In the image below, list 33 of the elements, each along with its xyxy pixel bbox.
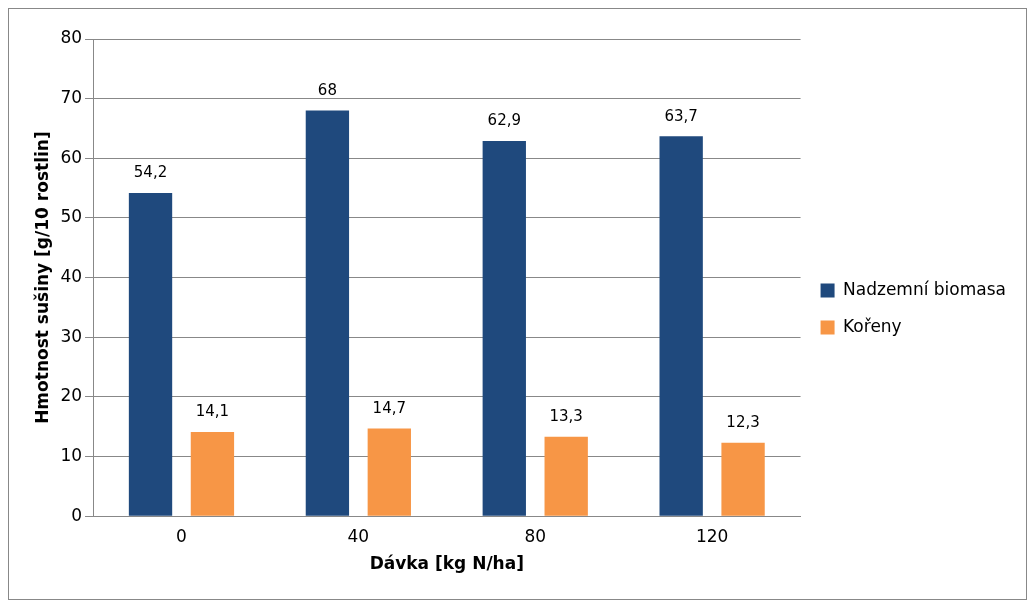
bar (659, 136, 703, 516)
y-tick-label: 40 (60, 266, 83, 287)
bar (128, 192, 173, 516)
x-tick-label: 120 (695, 525, 729, 546)
y-tick-label: 10 (60, 444, 83, 465)
y-axis-title: Hmotnost sušiny [g/10 rostlin] (31, 131, 52, 424)
y-tick-label: 30 (60, 325, 83, 346)
data-label: 12,3 (726, 413, 760, 432)
y-tick-label: 80 (60, 27, 83, 48)
bar (367, 428, 411, 516)
data-label: 14,7 (372, 398, 407, 417)
data-label: 54,2 (133, 163, 168, 182)
data-label: 62,9 (487, 111, 521, 130)
legend-label: Nadzemní biomasa (843, 278, 1006, 299)
bar (190, 432, 235, 516)
x-tick-label: 80 (524, 525, 547, 546)
data-label: 14,1 (195, 402, 230, 421)
data-label: 13,3 (549, 407, 583, 426)
x-axis-title: Dávka [kg N/ha] (369, 553, 524, 574)
bar (482, 141, 526, 516)
y-tick-label: 0 (71, 504, 83, 525)
y-tick-label: 70 (60, 87, 83, 108)
y-tick-label: 60 (60, 146, 83, 167)
bar (721, 442, 765, 516)
y-tick-label: 50 (60, 206, 83, 227)
legend-label: Kořeny (843, 315, 902, 336)
bar (544, 436, 588, 516)
x-tick-label: 0 (176, 525, 187, 546)
x-tick-label: 40 (347, 525, 370, 546)
y-tick-label: 20 (60, 385, 83, 406)
bar (305, 110, 350, 516)
data-label: 68 (317, 80, 337, 99)
data-label: 63,7 (664, 106, 698, 125)
